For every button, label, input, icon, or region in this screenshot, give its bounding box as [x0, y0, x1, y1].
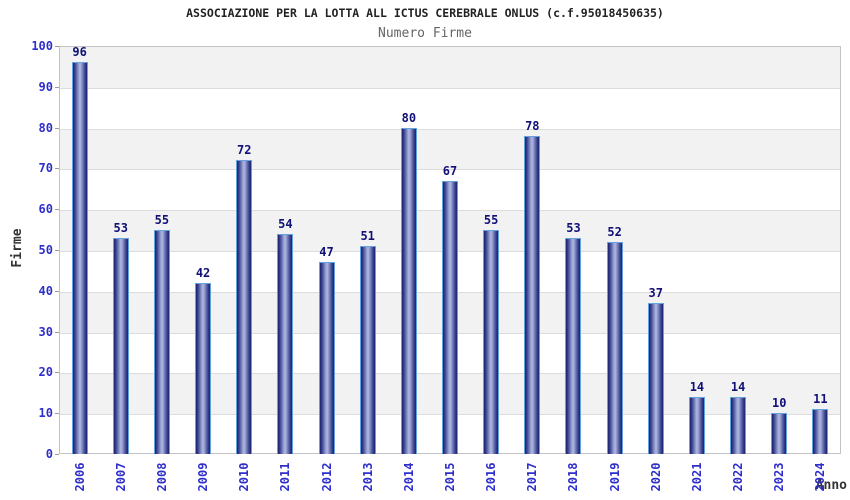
bar-2022 — [730, 396, 747, 454]
bar-2015 — [442, 180, 458, 454]
bar-2010 — [236, 160, 253, 454]
y-tick-label: 70 — [38, 161, 53, 176]
y-tick-mark — [55, 290, 59, 292]
y-tick-mark — [55, 372, 59, 374]
x-tick-label: 2014 — [401, 462, 416, 492]
bar-value-label: 55 — [483, 212, 499, 227]
x-tick-label: 2024 — [813, 462, 828, 492]
y-tick-mark — [55, 86, 59, 88]
x-tick-label: 2022 — [731, 462, 746, 492]
y-tick-mark — [55, 413, 59, 415]
bar-value-label: 54 — [278, 216, 293, 231]
bar-2014 — [400, 127, 417, 454]
bar-value-label: 14 — [730, 379, 746, 394]
bar-2013 — [359, 245, 376, 454]
bar-2017 — [524, 135, 541, 454]
x-tick-label: 2020 — [648, 462, 663, 492]
x-tick-label: 2013 — [360, 462, 375, 492]
bar-value-label: 37 — [648, 286, 663, 301]
y-tick-label: 30 — [38, 324, 53, 339]
y-tick-label: 50 — [38, 243, 53, 257]
bar-value-label: 52 — [607, 224, 622, 239]
y-tick-mark — [55, 127, 59, 129]
x-tick-label: 2008 — [154, 462, 169, 492]
grid-band — [60, 128, 840, 170]
bar-2020 — [647, 303, 664, 454]
y-tick-label: 40 — [38, 283, 53, 298]
gridline — [60, 87, 840, 89]
y-tick-mark — [55, 209, 59, 211]
bar-value-label: 72 — [236, 143, 252, 158]
bar-2011 — [277, 233, 294, 454]
bar-value-label: 78 — [525, 118, 540, 133]
gridline — [60, 169, 840, 171]
y-tick-label: 0 — [45, 447, 53, 461]
bar-value-label: 51 — [360, 228, 375, 243]
x-tick-label: 2012 — [319, 462, 334, 492]
bar-2012 — [318, 262, 335, 454]
x-tick-label: 2015 — [443, 462, 457, 492]
y-tick-mark — [55, 168, 59, 170]
bar-value-label: 67 — [442, 163, 458, 178]
x-tick-label: 2009 — [196, 462, 211, 492]
x-tick-label: 2007 — [113, 462, 128, 492]
chart-subtitle: Numero Firme — [378, 26, 472, 41]
x-tick-label: 2016 — [484, 462, 499, 492]
y-tick-mark — [55, 250, 59, 251]
bar-value-label: 55 — [154, 212, 170, 227]
y-tick-label: 10 — [38, 406, 53, 421]
gridline — [60, 128, 840, 130]
x-axis-title: Anno — [815, 478, 847, 493]
bar-2023 — [771, 413, 788, 454]
bar-value-label: 10 — [772, 396, 787, 411]
x-tick-label: 2023 — [772, 462, 787, 492]
y-tick-label: 90 — [38, 79, 53, 94]
bar-2008 — [153, 229, 170, 454]
bar-value-label: 47 — [319, 245, 334, 260]
y-tick-mark — [55, 454, 59, 455]
bar-value-label: 42 — [195, 265, 211, 280]
bar-2021 — [688, 396, 705, 454]
y-tick-label: 80 — [38, 120, 53, 135]
y-tick-mark — [55, 331, 59, 333]
bar-2019 — [606, 241, 623, 454]
x-tick-label: 2010 — [237, 462, 252, 492]
x-tick-label: 2018 — [566, 462, 581, 492]
x-tick-label: 2011 — [278, 462, 293, 492]
y-tick-mark — [55, 46, 59, 47]
y-tick-label: 20 — [38, 365, 53, 380]
grid-band — [60, 47, 840, 88]
bar-value-label: 53 — [566, 220, 581, 235]
bar-2009 — [195, 282, 212, 454]
x-tick-label: 2017 — [525, 462, 540, 492]
bar-value-label: 11 — [813, 392, 828, 407]
chart-title: ASSOCIAZIONE PER LA LOTTA ALL ICTUS CERE… — [186, 6, 664, 20]
bar-2016 — [483, 229, 500, 454]
bar-2007 — [112, 237, 129, 454]
y-tick-label: 60 — [38, 202, 53, 217]
bar-value-label: 80 — [401, 110, 417, 125]
bar-value-label: 14 — [689, 379, 705, 394]
x-tick-label: 2006 — [72, 462, 87, 492]
bar-value-label: 96 — [72, 45, 87, 60]
y-tick-label: 100 — [31, 39, 53, 53]
x-tick-label: 2021 — [689, 462, 704, 492]
bar-value-label: 53 — [113, 220, 128, 235]
bar-2006 — [71, 62, 88, 454]
bar-2018 — [565, 237, 582, 454]
bar-2024 — [812, 409, 829, 454]
x-tick-label: 2019 — [607, 462, 622, 492]
